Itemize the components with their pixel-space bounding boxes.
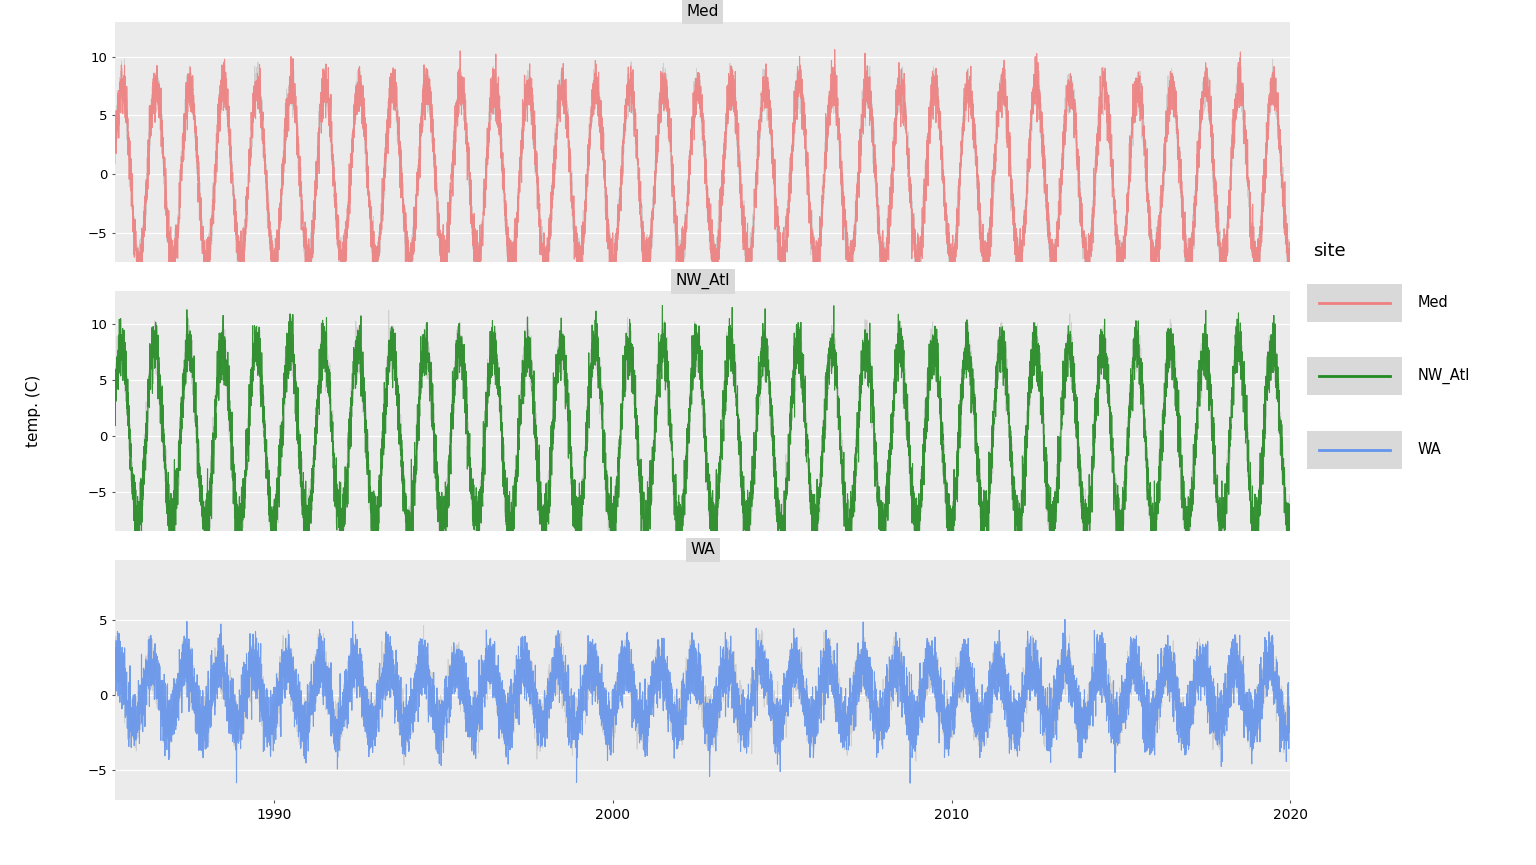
Text: NW_Atl: NW_Atl: [1418, 368, 1470, 384]
Text: site: site: [1313, 242, 1346, 260]
Title: WA: WA: [690, 542, 716, 557]
Title: NW_Atl: NW_Atl: [676, 273, 730, 290]
Text: Med: Med: [1418, 295, 1448, 311]
Title: Med: Med: [687, 4, 719, 19]
Text: WA: WA: [1418, 442, 1441, 458]
Text: temp. (C): temp. (C): [26, 375, 41, 447]
